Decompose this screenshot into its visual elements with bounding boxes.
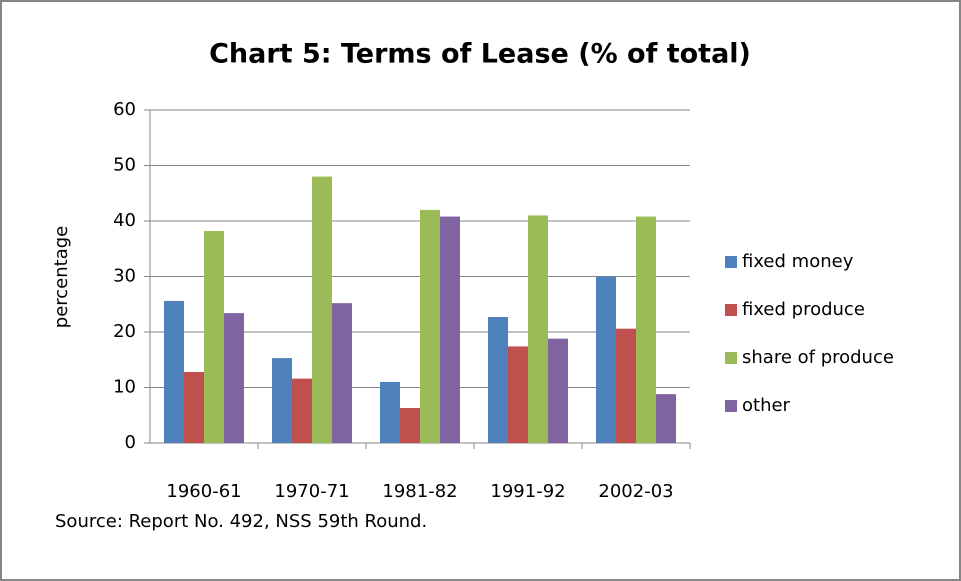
bar (420, 209, 440, 443)
x-tick-label: 1960-61 (166, 481, 241, 502)
source-note: Source: Report No. 492, NSS 59th Round. (55, 511, 427, 532)
bar (508, 346, 528, 443)
bar (528, 215, 548, 443)
bar (616, 328, 636, 443)
bar (204, 230, 224, 443)
bar (548, 338, 568, 443)
legend-label: share of produce (742, 347, 894, 368)
legend-label: fixed produce (742, 299, 865, 320)
y-tick-label: 20 (113, 321, 136, 342)
bar (164, 300, 184, 443)
bar (292, 378, 312, 443)
y-tick-label: 50 (113, 155, 136, 176)
chart-title: Chart 5: Terms of Lease (% of total) (209, 39, 751, 70)
legend-swatch (725, 400, 737, 412)
legend-swatch (725, 352, 737, 364)
bar (332, 303, 352, 443)
y-tick-label: 10 (113, 377, 136, 398)
y-tick-label: 0 (125, 432, 136, 453)
x-tick-label: 2002-03 (598, 481, 673, 502)
legend-swatch (725, 256, 737, 268)
x-tick-label: 1981-82 (382, 481, 457, 502)
bar (440, 216, 460, 443)
bar (184, 371, 204, 443)
bar (312, 176, 332, 443)
bar (380, 381, 400, 443)
x-tick-label: 1991-92 (490, 481, 565, 502)
legend-label: fixed money (742, 251, 854, 272)
bar (224, 313, 244, 443)
bar (488, 317, 508, 443)
bar (636, 216, 656, 443)
bar (656, 394, 676, 443)
y-tick-label: 60 (113, 99, 136, 120)
bar (272, 358, 292, 443)
legend-swatch (725, 304, 737, 316)
bar (400, 408, 420, 443)
y-axis-label: percentage (51, 226, 72, 328)
y-tick-label: 30 (113, 266, 136, 287)
legend-label: other (742, 395, 791, 416)
bar (596, 276, 616, 443)
x-tick-label: 1970-71 (274, 481, 349, 502)
y-tick-label: 40 (113, 210, 136, 231)
